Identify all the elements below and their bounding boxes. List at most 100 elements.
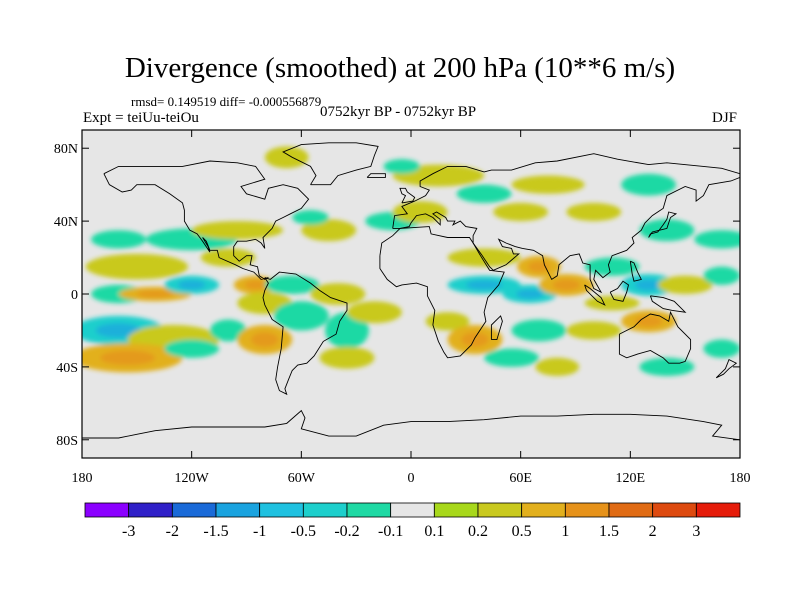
lat-tick-label: 80N [54,142,78,157]
coastline-greenland [282,142,379,186]
anomaly-region [273,301,329,331]
colorbar-swatch [302,502,348,518]
anomaly-region [85,253,189,280]
anomaly-region [621,173,677,196]
anomaly-region [347,301,402,324]
colorbar: -3 -2 -1.5 -1 -0.5 -0.2 -0.1 0.1 0.2 0.5 1 1.5 2 3 [84,502,741,540]
coastline-new-guinea [649,295,687,313]
anomaly-region [511,319,567,342]
period-label: 0752kyr BP - 0752kyr BP [320,104,477,120]
colorbar-swatch [695,502,741,518]
anomaly-region [392,201,448,223]
colorbar-label: -0.2 [334,523,359,540]
season-label: DJF [712,110,738,126]
anomaly-region [209,319,247,342]
anomaly-core [634,279,663,291]
plot-title: Divergence (smoothed) at 200 hPa (10**6 … [124,52,676,84]
colorbar-swatch [477,502,523,518]
anomaly-region [456,184,512,203]
anomaly-core [136,290,174,298]
coastline-north-america [103,160,310,280]
anomaly-region [535,357,580,376]
anomaly-region [91,230,146,249]
coastline-sumatra [584,284,606,306]
coastline-japan [648,211,678,238]
anomaly-core [465,280,503,290]
lon-tick-label: 60W [288,471,316,486]
colorbar-swatch [521,502,566,518]
colorbar-label: 0.1 [424,523,444,540]
colorbar-label: 2 [649,523,657,540]
lat-tick-label: 40N [54,215,78,230]
colorbar-label: 1 [561,523,569,540]
stats-text: rmsd= 0.149519 diff= -0.000556879 [131,94,322,109]
colorbar-swatch [608,502,654,518]
anomaly-core [527,261,550,273]
lon-tick-label: 60E [509,471,532,486]
colorbar-label: 0.5 [512,523,532,540]
anomaly-region [511,175,585,194]
lon-tick-label: 120W [175,471,210,486]
anomaly-region [703,339,740,358]
colorbar-label: -2 [166,523,179,540]
colorbar-swatch [346,502,392,518]
experiment-label: Expt = teiUu-teiOu [83,110,199,126]
coastline-madagascar [490,315,503,341]
anomaly-region [164,339,220,358]
colorbar-swatch [652,502,697,518]
anomaly-region [703,266,740,285]
lon-tick-label: 180 [72,471,93,486]
colorbar-label: -0.1 [378,523,403,540]
anomaly-region [484,348,539,367]
colorbar-swatch [215,502,261,518]
lat-tick-label: 80S [56,434,78,449]
lon-tick-label: 120E [616,471,646,486]
anomaly-region [310,283,366,305]
coastline-eurasia [392,153,740,294]
anomaly-region [493,202,549,222]
anomaly-region [657,275,713,294]
coastline-africa [379,226,505,359]
colorbar-label: 1.5 [599,523,619,540]
anomaly-core [95,323,142,338]
coastline-antarctica [82,409,740,441]
anomaly-region [584,295,640,311]
coastline-new-zealand [715,358,738,379]
coastline-uk [399,187,416,204]
anomaly-core [244,280,267,290]
colorbar-swatch [390,502,435,518]
colorbar-swatch [259,502,304,518]
anomaly-region [191,221,284,240]
axis-ticks: 80N 40N 0 40S 80S 180 120W 60W 0 60E 120E 180 [54,130,751,486]
colorbar-label: -3 [122,523,135,540]
colorbar-label: -0.5 [291,523,316,540]
anomaly-region [325,312,369,349]
anomaly-core [100,350,156,366]
lat-tick-label: 0 [71,288,78,303]
coastline-borneo [609,280,630,302]
anomaly-core [552,279,581,291]
colorbar-swatch [433,502,479,518]
anomaly-region [639,357,695,376]
anomaly-region [383,159,421,174]
anomaly-region [292,210,329,225]
colorbar-swatch [171,502,217,518]
anomaly-region [584,257,640,276]
lat-tick-label: 40S [56,361,78,376]
coastline-australia [618,310,692,364]
colorbar-label: -1 [253,523,266,540]
colorbar-swatch [84,502,130,518]
anomaly-region [694,230,740,249]
colorbar-label: 0.2 [468,523,488,540]
coastline-iceland [366,173,386,178]
colorbar-swatch [128,502,173,518]
lon-tick-label: 0 [408,471,415,486]
anomaly-region [301,219,357,242]
anomaly-region [639,219,695,242]
coastlines [82,142,740,441]
anomaly-core [461,332,489,347]
anomaly-region [200,248,256,267]
coastline-south-america [262,271,348,396]
divergence-field [82,146,740,376]
